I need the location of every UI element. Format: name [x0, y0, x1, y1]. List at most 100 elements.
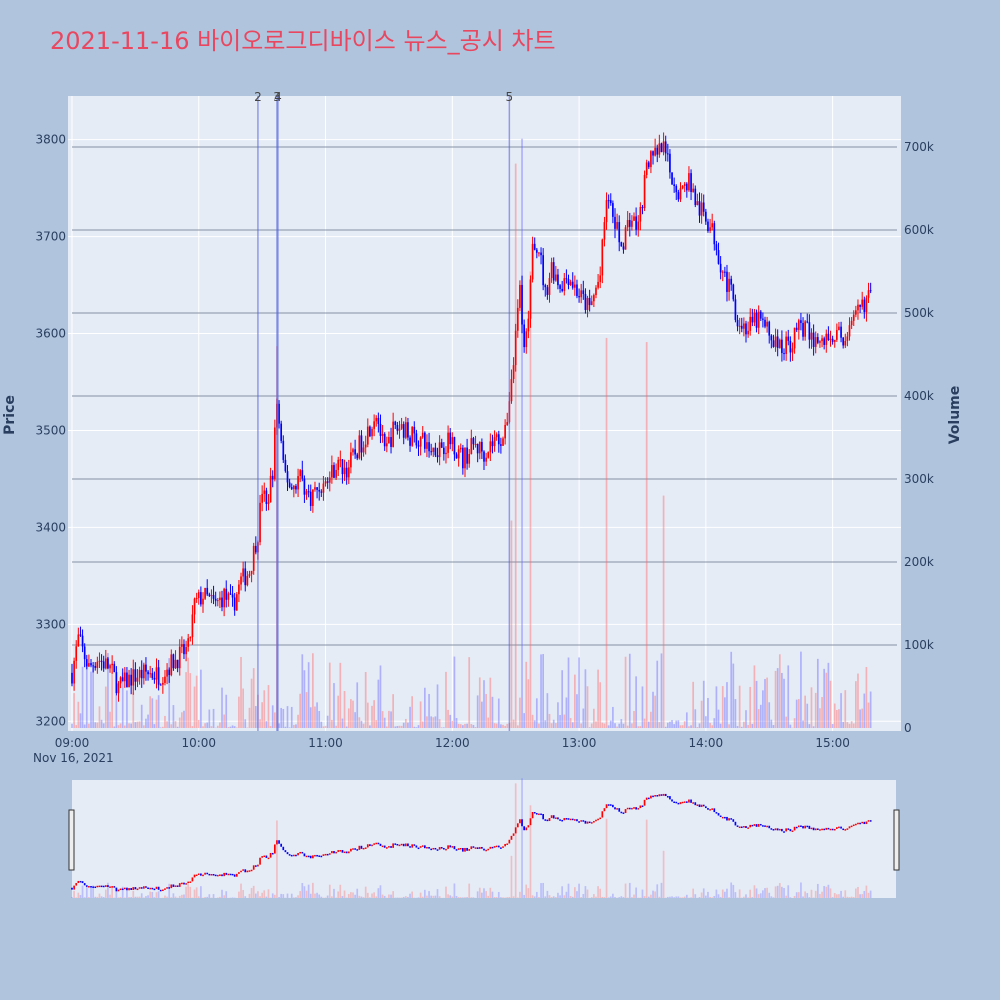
- candle-body: [204, 587, 206, 599]
- price-tick-label: 3400: [35, 520, 66, 534]
- range-volume-bar: [514, 783, 517, 898]
- range-candle: [307, 855, 310, 858]
- candle-body: [791, 348, 794, 353]
- volume-bar: [411, 696, 414, 728]
- range-candle: [316, 854, 318, 857]
- volume-bar: [544, 720, 547, 728]
- candle-body: [793, 327, 796, 349]
- volume-bar: [438, 719, 441, 728]
- range-volume-bar: [267, 889, 270, 898]
- range-candle: [576, 819, 578, 822]
- range-volume-bar: [305, 890, 308, 898]
- volume-bar: [821, 697, 823, 728]
- volume-bar: [867, 702, 870, 728]
- range-candle: [261, 856, 263, 858]
- candle-body: [88, 663, 90, 667]
- candle-body: [369, 426, 371, 437]
- candle-body: [417, 445, 420, 447]
- range-handle-right: [893, 809, 900, 871]
- range-volume-bar: [377, 888, 380, 898]
- volume-bar: [514, 163, 517, 729]
- volume-bar: [312, 653, 314, 728]
- range-volume-bar: [170, 897, 173, 898]
- volume-bar: [362, 723, 365, 728]
- range-volume-bar: [557, 892, 559, 898]
- range-candle: [85, 885, 88, 887]
- range-volume-bar: [506, 897, 509, 898]
- range-candle: [449, 845, 452, 848]
- x-tick-label: 10:00: [181, 736, 216, 750]
- range-candle: [128, 888, 130, 891]
- range-volume-bar: [293, 897, 295, 898]
- range-volume-bar: [155, 892, 158, 898]
- volume-bar: [271, 705, 274, 728]
- volume-bar: [806, 703, 809, 728]
- range-volume-bar: [633, 894, 635, 898]
- news-marker-label: 5: [506, 90, 514, 104]
- candle-body: [208, 594, 211, 596]
- range-candle: [364, 847, 367, 849]
- range-candle: [557, 817, 559, 820]
- candle-body: [331, 465, 333, 478]
- volume-bar: [825, 672, 828, 728]
- candle-body: [542, 255, 545, 286]
- candle-body: [333, 465, 335, 478]
- volume-bar: [229, 726, 232, 728]
- range-volume-bar: [339, 884, 342, 898]
- range-volume-bar: [789, 897, 792, 898]
- volume-bar: [128, 723, 130, 728]
- candle-body: [645, 162, 648, 175]
- candle-body: [626, 220, 629, 228]
- candle-body: [273, 427, 276, 480]
- range-volume-bar: [117, 897, 120, 898]
- candle-body: [616, 222, 618, 229]
- range-volume-bar: [848, 897, 851, 898]
- volume-bar: [485, 693, 487, 728]
- range-volume-bar: [489, 887, 492, 898]
- range-volume-bar: [423, 889, 426, 898]
- range-slider[interactable]: [68, 778, 900, 898]
- candle-body: [590, 301, 593, 306]
- candle-body: [293, 485, 295, 490]
- candle-body: [692, 188, 695, 192]
- range-candle: [493, 846, 496, 848]
- volume-bar: [176, 726, 179, 728]
- range-candle: [331, 851, 333, 854]
- range-candle: [548, 818, 551, 822]
- range-volume-bar: [852, 897, 855, 898]
- range-volume-bar: [436, 889, 439, 898]
- candle-body: [476, 443, 479, 454]
- range-volume-bar: [582, 894, 585, 898]
- range-candle: [707, 808, 709, 810]
- range-candle: [745, 826, 747, 828]
- candle-body: [855, 310, 857, 315]
- range-volume-bar: [476, 891, 479, 898]
- range-volume-bar: [785, 895, 787, 898]
- range-volume-bar: [352, 892, 354, 898]
- candle-body: [637, 221, 640, 230]
- volume-bar: [178, 717, 181, 728]
- range-candle: [162, 889, 164, 892]
- range-candle: [781, 828, 783, 832]
- volume-bar: [212, 708, 215, 728]
- range-candle: [660, 794, 663, 796]
- range-volume-bar: [390, 894, 392, 898]
- range-volume-bar: [250, 887, 253, 898]
- candle-body: [341, 459, 344, 475]
- range-candle: [303, 853, 306, 857]
- range-candle: [840, 826, 842, 829]
- volume-tick-label: 300k: [904, 472, 934, 486]
- range-candle: [248, 870, 251, 872]
- candle-body: [301, 470, 304, 479]
- range-candle: [290, 854, 293, 857]
- range-volume-bar: [185, 886, 187, 898]
- volume-bar: [645, 342, 648, 728]
- candle-body: [107, 658, 109, 669]
- candle-body: [197, 592, 200, 599]
- candle-body: [269, 475, 272, 503]
- volume-bar: [700, 700, 703, 728]
- range-volume-bar: [624, 883, 627, 898]
- range-volume-bar: [350, 892, 352, 898]
- candle-body: [548, 278, 551, 295]
- candle-body: [307, 491, 310, 493]
